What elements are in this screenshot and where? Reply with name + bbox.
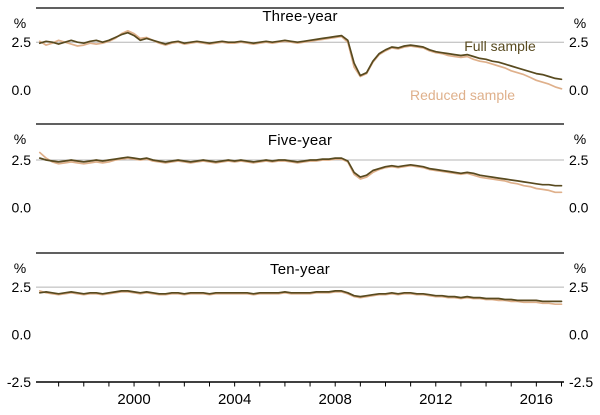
y-axis-unit-left: % (14, 131, 26, 147)
x-tick-label: 2000 (117, 391, 150, 408)
y-tick-label-right: 0.0 (569, 82, 589, 98)
y-axis-unit-right: % (574, 15, 586, 31)
series-label-reduced-sample: Reduced sample (409, 87, 516, 103)
y-axis-unit-left: % (14, 15, 26, 31)
y-tick-label-right: 2.5 (569, 34, 589, 50)
y-tick-label-left: 2.5 (12, 279, 32, 295)
series-label-full-sample: Full sample (464, 38, 536, 54)
y-tick-label-right: 2.5 (569, 279, 589, 295)
y-axis-unit-right: % (574, 131, 586, 147)
y-tick-label-right: -2.5 (569, 374, 593, 390)
y-tick-label-right: 0.0 (569, 327, 589, 343)
panel-title-ten-year: Ten-year (270, 261, 330, 278)
x-tick-label: 2016 (520, 391, 553, 408)
y-tick-label-right: 2.5 (569, 152, 589, 168)
x-tick-label: 2008 (319, 391, 352, 408)
series-line-reduced-sample (38, 151, 563, 194)
y-tick-label-left: -2.5 (7, 374, 31, 390)
series-line-reduced-sample (38, 290, 563, 306)
panel-title-three-year: Three-year (262, 8, 338, 25)
y-tick-label-right: 0.0 (569, 199, 589, 215)
x-tick-label: 2004 (218, 391, 251, 408)
series-line-full-sample (38, 31, 563, 81)
x-tick-label: 2012 (419, 391, 452, 408)
y-tick-label-left: 2.5 (12, 34, 32, 50)
panel-title-five-year: Five-year (267, 132, 333, 149)
y-axis-unit-left: % (14, 260, 26, 276)
y-axis-unit-right: % (574, 260, 586, 276)
y-tick-label-left: 0.0 (12, 327, 32, 343)
y-tick-label-left: 2.5 (12, 152, 32, 168)
y-tick-label-left: 0.0 (12, 82, 32, 98)
series-line-full-sample (38, 156, 563, 187)
series-line-full-sample (38, 290, 563, 303)
series-line-reduced-sample (38, 29, 563, 90)
y-tick-label-left: 0.0 (12, 199, 32, 215)
